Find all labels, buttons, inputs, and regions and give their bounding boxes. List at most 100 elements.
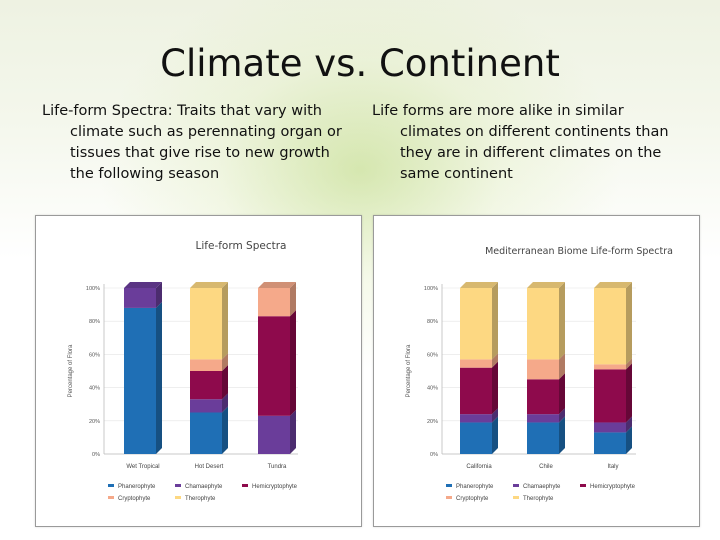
chart-mediterranean-biome: Mediterranean Biome Life-form Spectra Per…	[406, 246, 673, 502]
y-tick-label: 60%	[89, 352, 100, 358]
bar-side-hemicryptophyte	[626, 363, 632, 423]
bar-segment-hemicryptophyte	[190, 371, 222, 400]
y-tick-label: 40%	[89, 386, 100, 392]
bullet-right-rest: climates on different continents than th…	[400, 124, 669, 182]
x-category-label: Wet Tropical	[126, 464, 159, 470]
legend-label-chamaephyte: Chamaephyte	[185, 484, 223, 490]
legend-swatch-cryptophyte	[446, 496, 452, 499]
bar-side-cryptophyte	[492, 353, 498, 368]
bar-segment-chamaephyte	[594, 422, 626, 433]
bar-stack-wet-tropical	[124, 282, 162, 454]
y-tick-label: 0%	[430, 452, 438, 458]
bar-segment-phanerophyte	[527, 422, 559, 454]
bar-side-hemicryptophyte	[492, 361, 498, 415]
bullet-right: Life forms are more alike in similar cli…	[372, 101, 690, 185]
bar-segment-chamaephyte	[124, 288, 156, 308]
chart-panel-life-form-spectra: Life-form Spectra Percentage of Flora 0% 20…	[35, 215, 362, 527]
bullet-right-first-line: Life forms are more alike in similar	[372, 103, 624, 119]
bullet-left-first-line: Life-form Spectra: Traits that vary with	[42, 103, 322, 119]
bullet-left: Life-form Spectra: Traits that vary with…	[42, 101, 352, 185]
bar-side-therophyte	[559, 282, 565, 360]
legend-swatch-phanerophyte	[446, 484, 452, 487]
bar-segment-phanerophyte	[190, 412, 222, 454]
bar-segment-cryptophyte	[594, 364, 626, 370]
bar-side-cryptophyte	[222, 353, 228, 371]
bar-segment-therophyte	[190, 288, 222, 360]
bar-side-therophyte	[222, 282, 228, 360]
bar-side-phanerophyte	[156, 301, 162, 454]
bar-segment-cryptophyte	[258, 288, 290, 317]
bar-segment-hemicryptophyte	[527, 379, 559, 415]
y-tick-label: 20%	[89, 419, 100, 425]
bar-side-chamaephyte	[290, 409, 296, 454]
bar-side-chamaephyte	[559, 408, 565, 423]
bar-stack-tundra	[258, 282, 296, 454]
bar-side-chamaephyte	[222, 393, 228, 413]
bar-top-california	[460, 282, 498, 288]
x-category-label: California	[466, 464, 492, 470]
chart-life-form-spectra: Life-form Spectra Percentage of Flora 0% 20…	[68, 240, 298, 502]
bar-side-chamaephyte	[626, 416, 632, 433]
bar-side-therophyte	[626, 282, 632, 365]
bar-side-hemicryptophyte	[222, 365, 228, 400]
bar-segment-phanerophyte	[124, 307, 156, 454]
legend-label-cryptophyte: Cryptophyte	[118, 496, 151, 502]
legend-label-hemicryptophyte: Hemicryptophyte	[252, 484, 298, 490]
bar-side-therophyte	[492, 282, 498, 360]
chart-title: Life-form Spectra	[196, 240, 287, 252]
bullet-left-rest: climate such as perennating organ or tis…	[70, 124, 342, 182]
y-tick-label: 0%	[92, 452, 100, 458]
bar-side-chamaephyte	[492, 408, 498, 423]
bar-top-chile	[527, 282, 565, 288]
slide-title: Climate vs. Continent	[160, 42, 560, 85]
y-tick-label: 80%	[89, 319, 100, 325]
legend-swatch-cryptophyte	[108, 496, 114, 499]
legend-swatch-therophyte	[513, 496, 519, 499]
y-tick-label: 100%	[424, 286, 438, 292]
bar-top-tundra	[258, 282, 296, 288]
bar-side-phanerophyte	[222, 406, 228, 454]
legend-swatch-therophyte	[175, 496, 181, 499]
x-category-label: Tundra	[268, 464, 287, 470]
y-tick-label: 80%	[427, 319, 438, 325]
y-tick-label: 60%	[427, 352, 438, 358]
bar-side-phanerophyte	[559, 416, 565, 454]
y-axis-label: Percentage of Flora	[406, 344, 412, 397]
bar-side-phanerophyte	[492, 416, 498, 454]
bar-segment-cryptophyte	[190, 359, 222, 371]
bar-stack-chile	[527, 282, 565, 454]
bar-segment-chamaephyte	[527, 414, 559, 423]
chart-panel-mediterranean: Mediterranean Biome Life-form Spectra Per…	[373, 215, 700, 527]
bar-side-cryptophyte	[626, 358, 632, 370]
bar-top-wet-tropical	[124, 282, 162, 288]
bar-stack-california	[460, 282, 498, 454]
y-axis-label: Percentage of Flora	[68, 344, 74, 397]
x-category-label: Chile	[539, 464, 553, 470]
bar-top-hot-desert	[190, 282, 228, 288]
bar-segment-hemicryptophyte	[460, 367, 492, 415]
legend-label-chamaephyte: Chamaephyte	[523, 484, 561, 490]
legend-label-therophyte: Therophyte	[185, 496, 216, 502]
bar-segment-phanerophyte	[460, 422, 492, 454]
legend-swatch-hemicryptophyte	[242, 484, 248, 487]
y-tick-label: 100%	[86, 286, 100, 292]
bar-segment-therophyte	[594, 288, 626, 365]
legend-label-phanerophyte: Phanerophyte	[118, 484, 156, 490]
chart-title: Mediterranean Biome Life-form Spectra	[485, 246, 673, 257]
legend-swatch-chamaephyte	[175, 484, 181, 487]
bar-segment-cryptophyte	[460, 359, 492, 368]
legend-label-hemicryptophyte: Hemicryptophyte	[590, 484, 636, 490]
bar-segment-cryptophyte	[527, 359, 559, 380]
legend-swatch-chamaephyte	[513, 484, 519, 487]
bar-segment-chamaephyte	[258, 415, 290, 454]
legend-label-therophyte: Therophyte	[523, 496, 554, 502]
bar-segment-chamaephyte	[190, 399, 222, 413]
bar-side-hemicryptophyte	[290, 310, 296, 416]
legend-label-cryptophyte: Cryptophyte	[456, 496, 489, 502]
bar-side-phanerophyte	[626, 426, 632, 454]
bar-segment-therophyte	[527, 288, 559, 360]
bar-stack-hot-desert	[190, 282, 228, 454]
bar-top-italy	[594, 282, 632, 288]
x-category-label: Hot Desert	[195, 464, 224, 470]
bar-side-hemicryptophyte	[559, 373, 565, 415]
